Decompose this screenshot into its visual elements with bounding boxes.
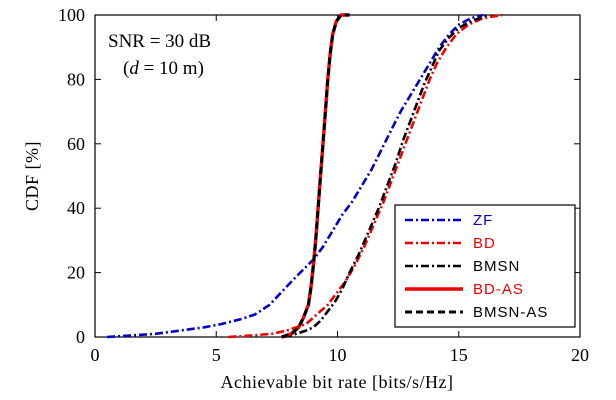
y-tick-label: 20	[67, 263, 85, 283]
x-tick-label: 15	[450, 345, 468, 365]
y-tick-label: 40	[67, 198, 85, 218]
series-line-bd	[228, 13, 503, 339]
x-tick-label: 10	[329, 345, 347, 365]
legend-label-zf: ZF	[473, 212, 493, 229]
series-line-zf	[107, 13, 484, 339]
x-axis-title: Achievable bit rate [bits/s/Hz]	[221, 372, 454, 392]
y-tick-label: 0	[76, 327, 85, 347]
y-tick-label: 100	[58, 5, 85, 25]
y-tick-label: 80	[67, 69, 85, 89]
y-axis-ticks: 0 20 40 60 80 100	[58, 5, 580, 347]
x-tick-label: 5	[212, 345, 221, 365]
annotation-snr: SNR = 30 dB	[108, 31, 211, 52]
annotation-distance: (d = 10 m)	[123, 58, 204, 79]
legend-label-bd-as: BD-AS	[473, 281, 524, 298]
legend-label-bmsn: BMSN	[473, 258, 520, 275]
x-tick-label: 0	[91, 345, 100, 365]
x-axis-ticks: 0 5 10 15 20	[91, 15, 589, 365]
legend-label-bd: BD	[473, 235, 496, 252]
y-tick-label: 60	[67, 134, 85, 154]
legend-label-bmsn-as: BMSN-AS	[473, 304, 548, 321]
series-layer	[107, 13, 503, 339]
series-line-bmsn	[283, 13, 489, 339]
x-tick-label: 20	[571, 345, 589, 365]
series-line-bmsn-as	[281, 13, 350, 339]
y-axis-title: CDF [%]	[22, 141, 42, 211]
legend: ZF BD BMSN BD-AS BMSN-AS	[394, 204, 576, 328]
